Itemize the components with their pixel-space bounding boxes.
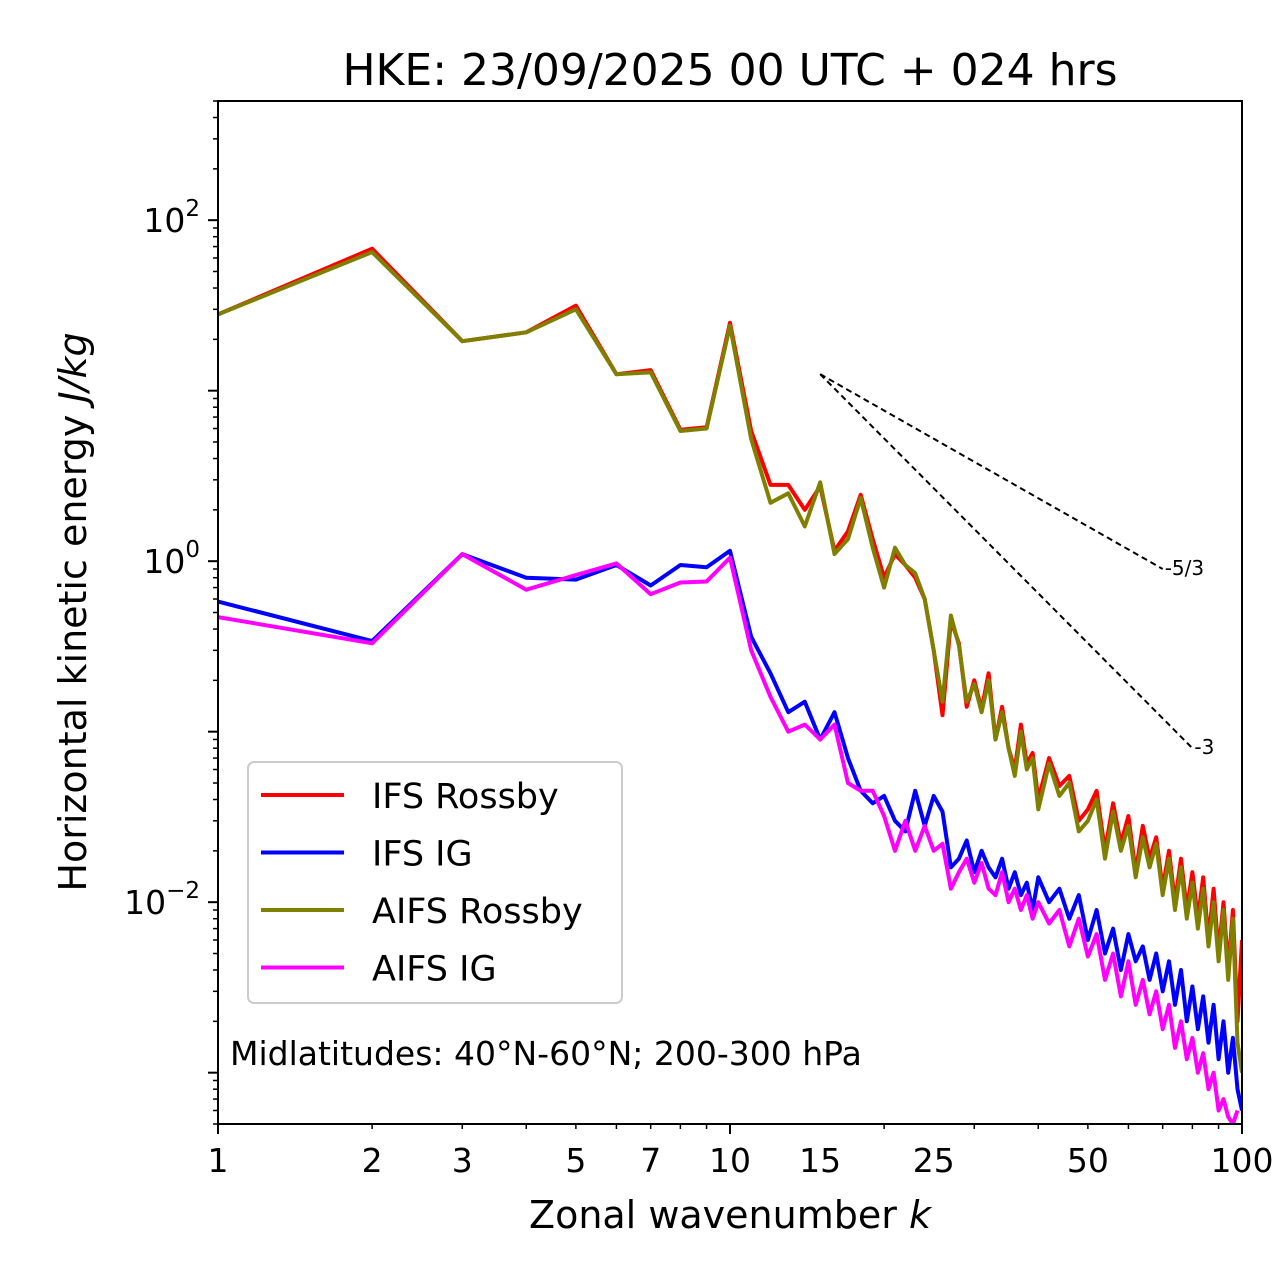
- slope-line: [819, 373, 1194, 749]
- legend: IFS Rossby IFS IG AIFS Rossby AIFS IG: [247, 761, 623, 1004]
- legend-label: IFS IG: [372, 835, 473, 875]
- x-tick-label: 2: [362, 1141, 383, 1180]
- slope-label: -3: [1194, 735, 1214, 759]
- y-tick-label: 102: [143, 196, 200, 240]
- series-line: [218, 552, 1240, 1124]
- x-tick-label: 50: [1067, 1141, 1109, 1180]
- legend-box: [247, 761, 623, 1004]
- x-axis: 1 2 3 5 7 10 15 25 50 100: [208, 1124, 1274, 1180]
- x-tick-label: 10: [709, 1141, 751, 1180]
- slope-label: -5/3: [1165, 556, 1204, 580]
- chart-title: HKE: 23/09/2025 00 UTC + 024 hrs: [342, 45, 1117, 96]
- data-series: [218, 246, 1242, 1124]
- x-tick-label: 5: [565, 1141, 586, 1180]
- plot-frame: [217, 100, 1243, 1125]
- y-axis: 10−2 100 102: [124, 100, 218, 1125]
- legend-label: IFS Rossby: [372, 777, 559, 817]
- y-tick-label: 100: [143, 537, 200, 581]
- y-tick-label: 10−2: [124, 878, 200, 922]
- y-axis-label: Horizontal kinetic energy J/kg: [51, 332, 95, 891]
- legend-label: AIFS IG: [372, 950, 497, 990]
- series-line: [218, 548, 1242, 1111]
- x-tick-label: 1: [208, 1141, 229, 1180]
- x-tick-label: 7: [640, 1141, 661, 1180]
- x-tick-label: 3: [452, 1141, 473, 1180]
- legend-label: AIFS Rossby: [372, 892, 583, 932]
- x-tick-label: 100: [1211, 1141, 1274, 1180]
- x-axis-label: Zonal wavenumber k: [529, 1193, 933, 1237]
- x-tick-label: 25: [913, 1141, 955, 1180]
- series-line: [218, 250, 1242, 1073]
- region-annotation: Midlatitudes: 40°N-60°N; 200-300 hPa: [230, 1034, 862, 1073]
- reference-slopes: -5/3 -3: [819, 373, 1214, 759]
- x-tick-label: 15: [799, 1141, 841, 1180]
- slope-line: [819, 373, 1164, 570]
